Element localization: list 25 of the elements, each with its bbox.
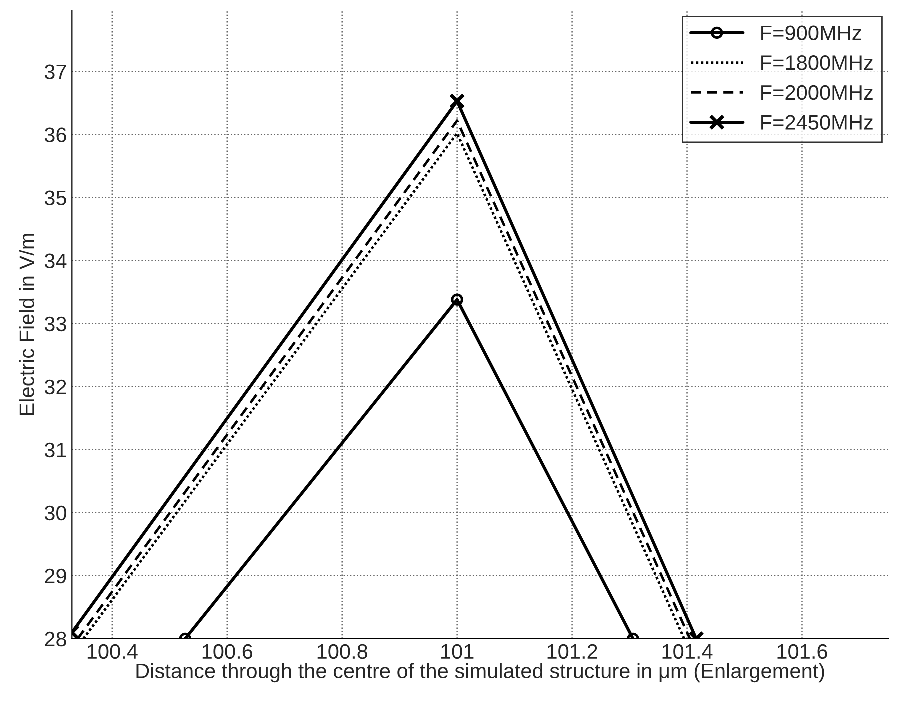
y-tick-label: 34 — [44, 254, 67, 269]
x-tick-label: 101.2 — [548, 644, 598, 660]
y-tick-label: 35 — [44, 190, 66, 206]
x-tick-label: 101.4 — [662, 644, 713, 660]
legend-label: F=2000MHz — [762, 85, 873, 100]
y-axis-title: Electric Field in V/m — [19, 234, 34, 416]
y-tick-label: 30 — [44, 506, 66, 521]
x-tick-label: 100.8 — [318, 644, 368, 660]
point — [451, 294, 464, 306]
legend-label: F=900MHz — [762, 26, 862, 40]
legend-label: F=2450MHz — [762, 115, 873, 130]
y-tick-label: 32 — [44, 380, 66, 395]
y-tick-label: 28 — [45, 632, 66, 647]
point — [449, 93, 466, 110]
x-tick-label: 101.6 — [778, 644, 828, 660]
y-tick-label: 33 — [44, 316, 66, 332]
x-tick-label: 101 — [442, 644, 474, 660]
y-tick-label: 36 — [44, 128, 66, 142]
x-tick-label: 100.6 — [202, 644, 253, 660]
x-axis-title: Distance through the centre of the simulated structure in μm (Enlargement) — [136, 663, 824, 683]
y-tick-label: 29 — [45, 568, 66, 584]
x-tick-label: 100.4 — [88, 644, 138, 660]
y-tick-label: 31 — [44, 442, 66, 458]
legend-label: F=1800MHz — [762, 56, 873, 70]
y-tick-label: 37 — [44, 64, 66, 80]
